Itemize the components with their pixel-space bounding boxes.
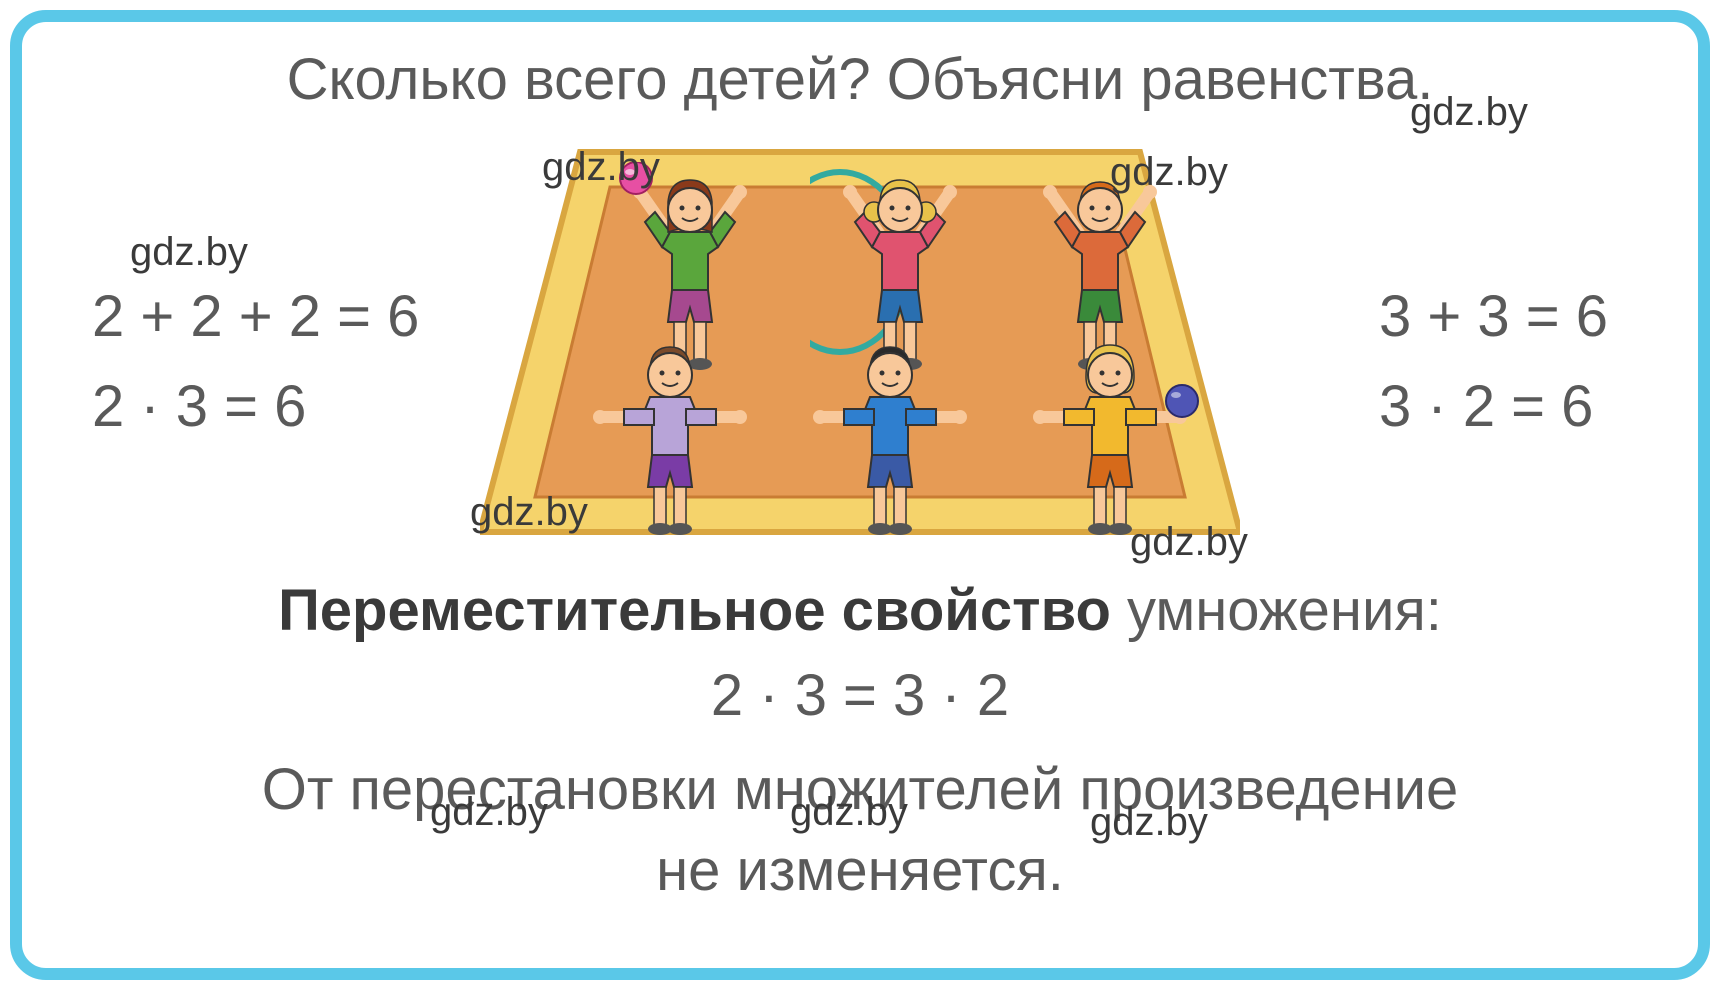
center-equation: 2 · 3 = 3 · 2: [62, 662, 1658, 729]
explain-line2: не изменяется.: [656, 838, 1064, 903]
watermark: gdz.by: [470, 490, 588, 535]
watermark: gdz.by: [1410, 90, 1528, 135]
left-eq-line1: 2 + 2 + 2 = 6: [92, 272, 419, 362]
right-eq-line2: 3 · 2 = 6: [1379, 362, 1608, 452]
right-eq-line1: 3 + 3 = 6: [1379, 272, 1608, 362]
mid-row: 2 + 2 + 2 = 6 2 · 3 = 6 3 + 3 = 6 3 · 2 …: [62, 112, 1658, 542]
property-bold: Переместительное свойство: [278, 578, 1111, 643]
property-line: Переместительное свойство умножения:: [62, 577, 1658, 644]
watermark: gdz.by: [430, 790, 548, 835]
watermark: gdz.by: [1130, 520, 1248, 565]
watermark: gdz.by: [542, 145, 660, 190]
kid-figure: [1020, 327, 1200, 547]
watermark: gdz.by: [790, 790, 908, 835]
left-eq-line2: 2 · 3 = 6: [92, 362, 419, 452]
watermark: gdz.by: [1090, 800, 1208, 845]
left-equations: 2 + 2 + 2 = 6 2 · 3 = 6: [92, 272, 419, 452]
kid-figure: [800, 327, 980, 547]
bottom-block: Переместительное свойство умножения: 2 ·…: [62, 577, 1658, 911]
watermark: gdz.by: [1110, 150, 1228, 195]
property-rest: умножения:: [1111, 578, 1442, 643]
right-equations: 3 + 3 = 6 3 · 2 = 6: [1379, 272, 1608, 452]
kid-figure: [580, 327, 760, 547]
watermark: gdz.by: [130, 230, 248, 275]
decorative-feet: ●●: [70, 0, 111, 9]
